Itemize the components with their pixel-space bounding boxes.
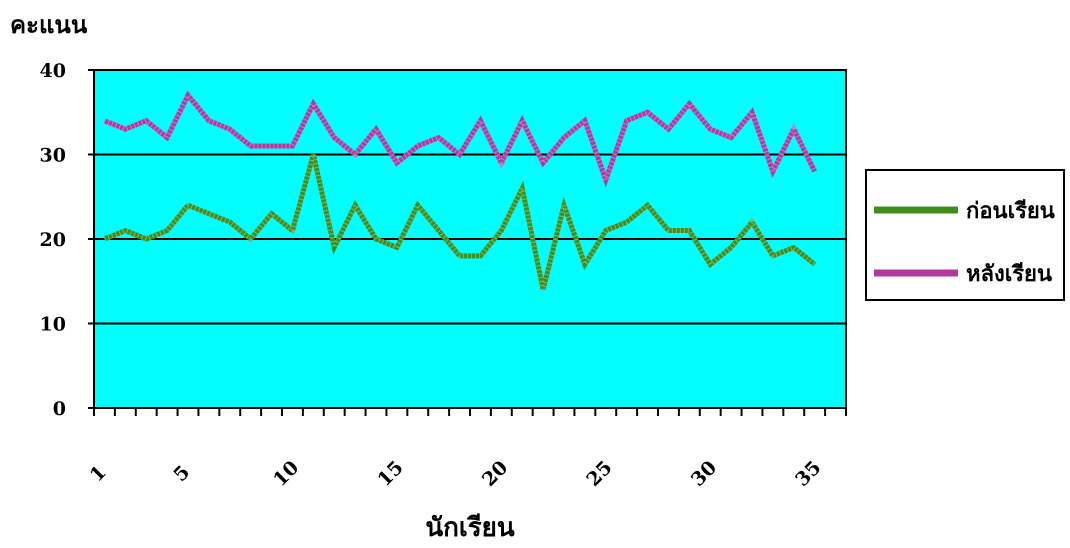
y-axis-title: คะแนน	[10, 10, 88, 39]
y-tick-label: 20	[40, 229, 66, 251]
x-tick-label: 20	[478, 457, 512, 491]
y-tick-label: 0	[53, 398, 66, 420]
legend-label-1: ก่อนเรียน	[966, 198, 1055, 224]
x-tick-label: 35	[791, 457, 825, 491]
x-axis: 1 5 10 15 20 25 30 35	[86, 407, 847, 491]
series-lines	[103, 90, 817, 291]
x-tick-label: 25	[582, 457, 616, 491]
y-axis-ticks: 0 10 20 30 40	[40, 60, 94, 420]
x-tick-label: 30	[687, 457, 721, 491]
legend-label-2: หลังเรียน	[966, 261, 1052, 287]
y-tick-label: 40	[40, 60, 66, 82]
x-tick-label: 1	[86, 461, 111, 486]
series-line-texture-1	[103, 153, 817, 291]
x-tick-label: 10	[269, 457, 303, 491]
series-line-1	[103, 153, 817, 291]
gridlines	[94, 153, 846, 325]
series-line-2	[103, 90, 817, 188]
x-axis-title: นักเรียน	[425, 513, 515, 543]
legend-box	[865, 169, 1065, 301]
y-tick-label: 30	[40, 145, 66, 167]
x-tick-label: 15	[374, 457, 408, 491]
y-tick-label: 10	[40, 314, 66, 336]
x-tick-label: 5	[169, 461, 194, 486]
